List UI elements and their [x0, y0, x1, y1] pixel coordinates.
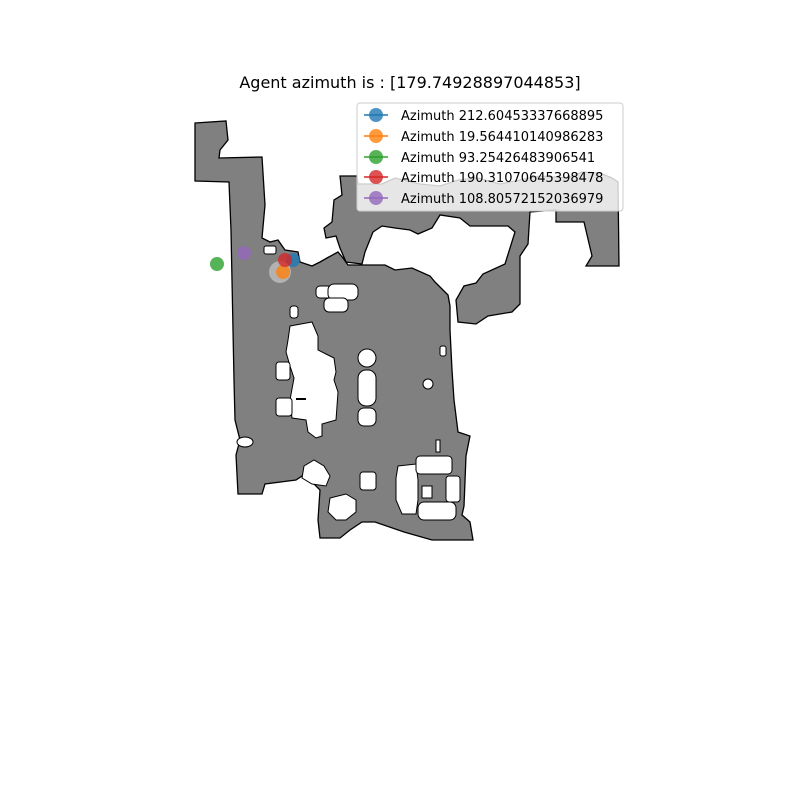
legend-label: Azimuth 190.31070645398478 — [401, 171, 603, 186]
azimuth-point-5 — [237, 246, 251, 260]
plot-title: Agent azimuth is : [179.74928897044853] — [239, 73, 580, 92]
legend-item: Azimuth 93.25426483906541 — [364, 150, 595, 166]
legend-label: Azimuth 212.60453337668895 — [401, 109, 603, 124]
legend-label: Azimuth 19.564410140986283 — [401, 130, 603, 145]
obstacle — [415, 455, 453, 475]
obstacle — [289, 305, 299, 319]
obstacles — [236, 245, 461, 521]
obstacle — [323, 297, 349, 313]
obstacle — [435, 439, 441, 453]
obstacle — [359, 471, 377, 491]
legend-box — [356, 102, 624, 212]
obstacle — [421, 485, 433, 499]
azimuth-point-4 — [278, 253, 292, 267]
legend-label: Azimuth 93.25426483906541 — [401, 151, 595, 166]
legend-marker — [369, 170, 383, 184]
obstacle — [236, 436, 254, 448]
obstacle — [296, 398, 306, 400]
obstacle — [357, 348, 377, 368]
obstacle — [439, 345, 447, 357]
legend-item: Azimuth 108.80572152036979 — [364, 191, 603, 207]
obstacle — [327, 493, 357, 521]
obstacle — [275, 361, 291, 381]
obstacle — [357, 407, 377, 427]
floor-main-region — [194, 120, 474, 541]
legend-label: Azimuth 108.80572152036979 — [401, 192, 603, 207]
obstacle — [301, 459, 331, 487]
legend: Azimuth 212.60453337668895 Azimuth 19.56… — [356, 102, 624, 212]
legend-item: Azimuth 190.31070645398478 — [364, 170, 603, 186]
legend-marker — [369, 129, 383, 143]
obstacle — [417, 501, 457, 521]
obstacle — [263, 245, 277, 255]
legend-item: Azimuth 212.60453337668895 — [364, 108, 603, 124]
azimuth-points — [210, 246, 300, 279]
legend-marker — [369, 150, 383, 164]
obstacle — [275, 397, 293, 417]
obstacle — [422, 378, 434, 390]
azimuth-point-3 — [210, 257, 224, 271]
legend-marker — [369, 191, 383, 205]
legend-item: Azimuth 19.564410140986283 — [364, 129, 603, 145]
obstacle — [357, 369, 377, 407]
azimuth-point-2 — [276, 265, 290, 279]
obstacle — [285, 321, 339, 439]
obstacle — [445, 475, 461, 503]
obstacle — [395, 463, 419, 515]
legend-marker — [369, 108, 383, 122]
